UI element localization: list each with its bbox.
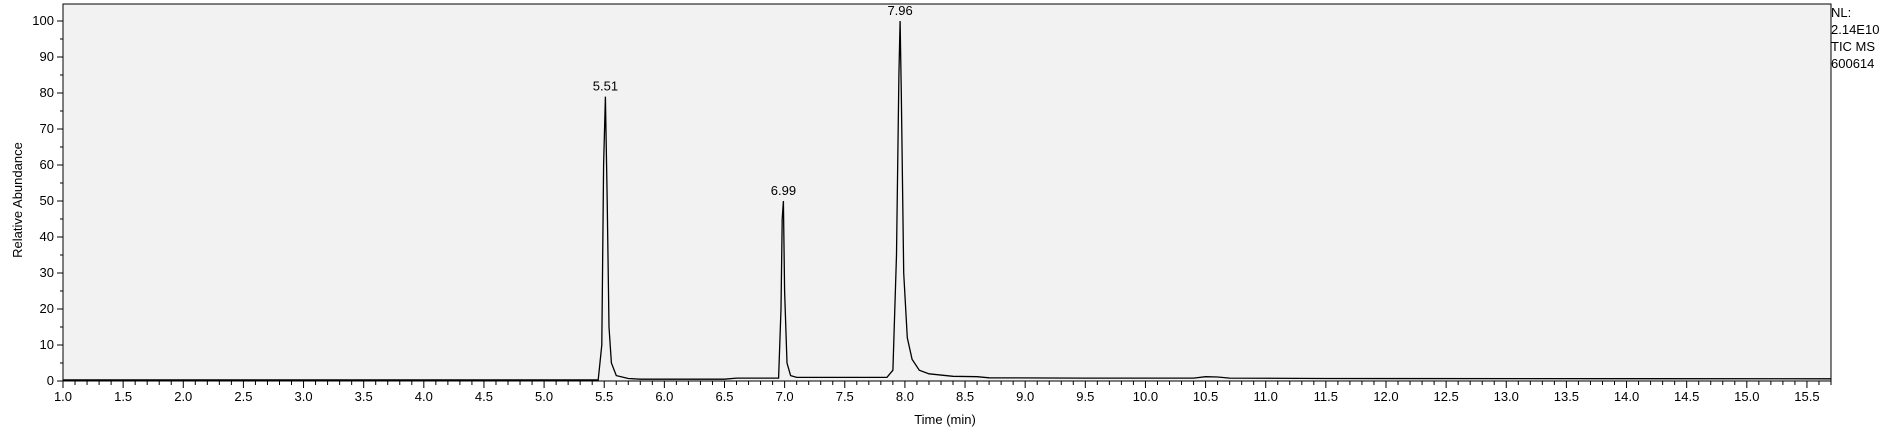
x-axis-title: Time (min): [914, 412, 976, 427]
x-tick-label: 3.0: [295, 389, 313, 404]
scan-type: TIC MS: [1831, 39, 1876, 54]
x-tick-label: 1.0: [54, 389, 72, 404]
x-tick-label: 10.5: [1193, 389, 1218, 404]
x-tick-label: 15.0: [1734, 389, 1759, 404]
peak-label: 6.99: [771, 183, 796, 198]
x-tick-label: 15.5: [1794, 389, 1819, 404]
x-tick-label: 8.5: [956, 389, 974, 404]
plot-area: [62, 3, 1832, 382]
x-tick-label: 4.5: [475, 389, 493, 404]
peak-labels: 5.51 6.99 7.96: [593, 3, 913, 198]
x-tick-label: 11.5: [1314, 389, 1338, 404]
x-tick-label: 14.0: [1614, 389, 1639, 404]
x-tick-label: 12.5: [1433, 389, 1458, 404]
y-tick-label: 30: [40, 265, 54, 280]
x-tick-label: 3.5: [355, 389, 373, 404]
y-axis-title: Relative Abundance: [10, 142, 25, 258]
x-tick-label: 11.0: [1254, 389, 1278, 404]
peak-label: 5.51: [593, 79, 618, 94]
y-tick-label: 80: [40, 85, 54, 100]
y-tick-label: 70: [40, 121, 54, 136]
x-tick-label: 13.5: [1554, 389, 1579, 404]
x-tick-label: 9.0: [1016, 389, 1034, 404]
x-tick-label: 10.0: [1133, 389, 1158, 404]
y-tick-label: 60: [40, 157, 54, 172]
x-tick-label: 2.0: [174, 389, 192, 404]
y-tick-label: 90: [40, 49, 54, 64]
x-tick-label: 1.5: [114, 389, 132, 404]
x-tick-label: 6.5: [715, 389, 733, 404]
x-tick-label: 7.0: [776, 389, 794, 404]
x-tick-label: 12.0: [1373, 389, 1398, 404]
x-tick-label: 7.5: [836, 389, 854, 404]
x-tick-label: 13.0: [1494, 389, 1519, 404]
nl-label: NL:: [1831, 5, 1852, 20]
tic-trace: [63, 20, 1832, 381]
x-tick-label: 2.5: [234, 389, 252, 404]
y-tick-label: 0: [47, 373, 54, 388]
side-info-panel: NL: 2.14E10 TIC MS 600614: [1831, 4, 1881, 72]
y-tick-label: 50: [40, 193, 54, 208]
peak-label: 7.96: [887, 3, 912, 18]
y-tick-label: 10: [40, 337, 54, 352]
nl-value: 2.14E10: [1831, 22, 1880, 37]
x-tick-label: 6.0: [655, 389, 673, 404]
x-tick-label: 8.0: [896, 389, 914, 404]
x-tick-label: 5.5: [595, 389, 613, 404]
y-tick-label: 20: [40, 301, 54, 316]
x-tick-label: 5.0: [535, 389, 553, 404]
x-axis-ticks: 1.0 1.5 2.0 2.5 3.0 3.5 4.0 4.5 5.0 5.5 6.0 6.5 7.0 7…: [54, 381, 1832, 404]
y-tick-label: 40: [40, 229, 54, 244]
file-name: 600614: [1831, 56, 1875, 71]
x-tick-label: 14.5: [1674, 389, 1699, 404]
y-axis-ticks: 0 10 20 30 40 50 60 70 80 90 100: [32, 13, 63, 388]
y-tick-label: 100: [32, 13, 54, 28]
x-tick-label: 9.5: [1076, 389, 1094, 404]
x-tick-label: 4.0: [415, 389, 433, 404]
